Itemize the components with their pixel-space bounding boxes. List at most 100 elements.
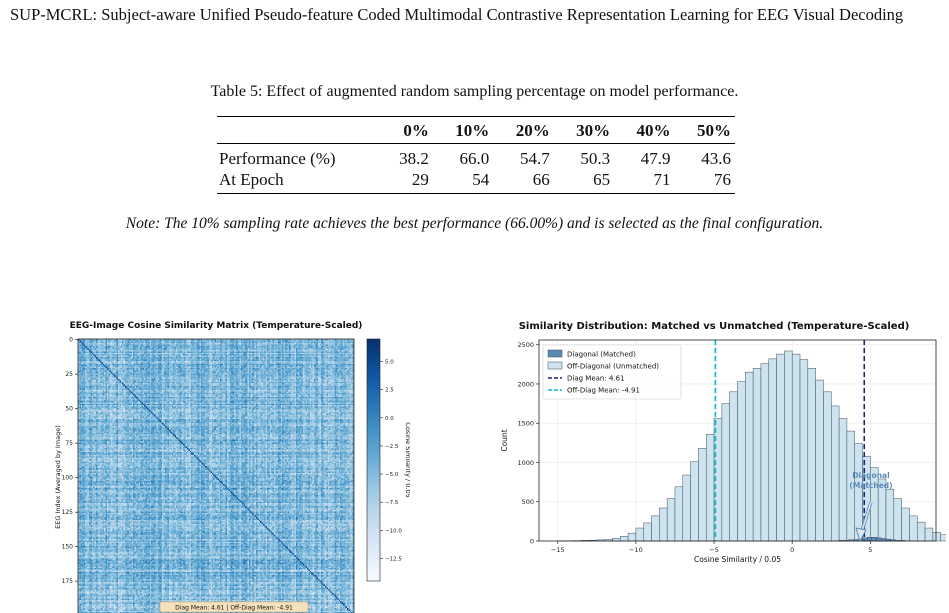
histogram-bar-offdiag — [799, 359, 809, 542]
table-row-label: At Epoch — [219, 170, 284, 189]
table-cell: 66 — [532, 170, 550, 189]
histogram-bar-offdiag — [776, 353, 785, 542]
histogram-bar-offdiag — [651, 515, 660, 542]
histogram-bar-offdiag — [620, 536, 629, 542]
legend-swatch — [547, 349, 563, 358]
histogram-bar-offdiag — [666, 498, 676, 542]
table-note: Note: The 10% sampling rate achieves the… — [125, 215, 824, 232]
x-tick-label: −15 — [551, 546, 565, 554]
histogram-title: Similarity Distribution: Matched vs Unma… — [519, 321, 910, 332]
histogram-bar-offdiag — [690, 461, 699, 542]
histogram-bar-offdiag — [909, 515, 918, 542]
y-tick-label: 25 — [65, 371, 73, 378]
legend-label: Diag Mean: 4.61 — [567, 375, 625, 383]
table-cell: 54 — [472, 170, 490, 189]
diagonal-annotation-line2: (Matched) — [849, 481, 892, 490]
y-tick-label: 1500 — [517, 420, 534, 428]
histogram-bar-offdiag — [745, 371, 754, 542]
histogram-bar-offdiag — [885, 488, 895, 542]
table-cell: 50.3 — [580, 149, 611, 168]
heatmap-annotation: Diag Mean: 4.61 | Off-Diag Mean: -4.91 — [175, 605, 293, 612]
histogram-bar-offdiag — [807, 368, 816, 542]
table-header-cell: 20% — [515, 121, 550, 140]
colorbar-tick-label: 0.0 — [385, 416, 394, 422]
histogram-bar-offdiag — [932, 532, 941, 542]
annotation-arrow-head — [855, 527, 867, 543]
table-cell: 38.2 — [399, 149, 429, 168]
histogram-bar-offdiag — [682, 474, 691, 542]
table-header-cell — [217, 117, 378, 144]
histogram-bar-offdiag — [901, 507, 910, 542]
legend-swatch — [547, 361, 563, 370]
histogram-bar-offdiag — [893, 498, 902, 542]
table-cell: 71 — [653, 170, 671, 189]
table-header-cell: 0% — [403, 121, 429, 140]
histogram-bar-diag — [876, 537, 882, 542]
histogram-bar-offdiag — [737, 381, 746, 542]
y-axis-label: Count — [500, 429, 509, 451]
y-tick-label: 175 — [62, 578, 74, 585]
table-row: Performance (%) 38.2 66.0 54.7 50.3 47.9… — [217, 144, 735, 170]
y-tick-label: 0 — [69, 337, 73, 344]
legend-box — [542, 344, 682, 400]
histogram-bar-offdiag — [940, 534, 946, 542]
table-cell: 29 — [411, 170, 429, 189]
table-row: At Epoch 29 54 66 65 71 76 — [217, 169, 735, 194]
colorbar — [366, 338, 381, 582]
similarity-heatmap-chart: EEG-Image Cosine Similarity Matrix (Temp… — [54, 321, 410, 613]
table-cell: 65 — [593, 170, 611, 189]
colorbar-tick-label: −7.5 — [385, 500, 399, 506]
colorbar-tick-label: −5.0 — [385, 472, 399, 478]
histogram-bar-offdiag — [674, 486, 684, 542]
table-header-row: 0% 10% 20% 30% 40% 50% — [217, 116, 735, 144]
histogram-bar-offdiag — [854, 443, 863, 542]
diagonal-annotation-line1: Diagonal — [852, 471, 889, 480]
histogram-bar-offdiag — [791, 353, 801, 542]
legend-label: Off-Diag Mean: -4.91 — [567, 387, 640, 395]
y-tick-label: 75 — [65, 440, 73, 447]
histogram-bar-offdiag — [823, 391, 832, 542]
x-tick-label: 5 — [868, 546, 872, 554]
histogram-bar-offdiag — [643, 522, 652, 542]
histogram-bar-offdiag — [815, 379, 824, 542]
table-header-cell: 30% — [576, 121, 611, 140]
colorbar-tick-label: 2.5 — [385, 388, 394, 394]
histogram-bar-offdiag — [627, 532, 637, 542]
colorbar-tick-label: −12.5 — [385, 556, 402, 562]
table-cell: 66.0 — [459, 149, 490, 168]
histogram-bar-offdiag — [924, 527, 934, 542]
colorbar-tick-label: −2.5 — [385, 444, 399, 450]
heatmap-matrix — [78, 339, 354, 613]
y-tick-label: 125 — [62, 509, 74, 516]
histogram-bar-offdiag — [698, 448, 707, 542]
legend-label: Off-Diagonal (Unmatched) — [567, 363, 659, 371]
legend-label: Diagonal (Matched) — [567, 351, 636, 359]
histogram-bar-offdiag — [705, 433, 715, 542]
y-tick-label: 2500 — [517, 341, 534, 349]
histogram-bar-offdiag — [768, 358, 777, 542]
histogram-bar-offdiag — [721, 403, 730, 542]
histogram-bar-offdiag — [784, 350, 793, 542]
heatmap-annotation-box — [159, 601, 309, 613]
y-tick-label: 50 — [65, 406, 73, 413]
y-axis-label: EEG Index (Averaged by Image) — [54, 425, 62, 529]
colorbar-tick-label: 5.0 — [385, 360, 394, 366]
colorbar-tick-label: −10.0 — [385, 528, 402, 534]
y-tick-label: 100 — [62, 475, 74, 482]
histogram-bar-offdiag — [729, 391, 738, 542]
x-tick-label: −5 — [709, 546, 719, 554]
y-tick-label: 1000 — [517, 459, 534, 467]
histogram-frame — [538, 339, 937, 542]
results-table: 0% 10% 20% 30% 40% 50% Performance (%) 3… — [217, 116, 735, 194]
y-tick-label: 150 — [62, 544, 74, 551]
heatmap-frame — [77, 338, 355, 613]
table-header-cell: 40% — [636, 121, 671, 140]
histogram-bar-offdiag — [659, 507, 668, 542]
y-tick-label: 2000 — [517, 380, 534, 388]
histogram-bar-offdiag — [760, 363, 770, 542]
heatmap-title: EEG-Image Cosine Similarity Matrix (Temp… — [70, 321, 363, 331]
histogram-bar-offdiag — [752, 368, 762, 542]
y-tick-label: 500 — [522, 498, 534, 506]
paper-title: SUP-MCRL: Subject-aware Unified Pseudo-f… — [10, 5, 904, 24]
similarity-histogram-chart: Similarity Distribution: Matched vs Unma… — [500, 321, 946, 564]
